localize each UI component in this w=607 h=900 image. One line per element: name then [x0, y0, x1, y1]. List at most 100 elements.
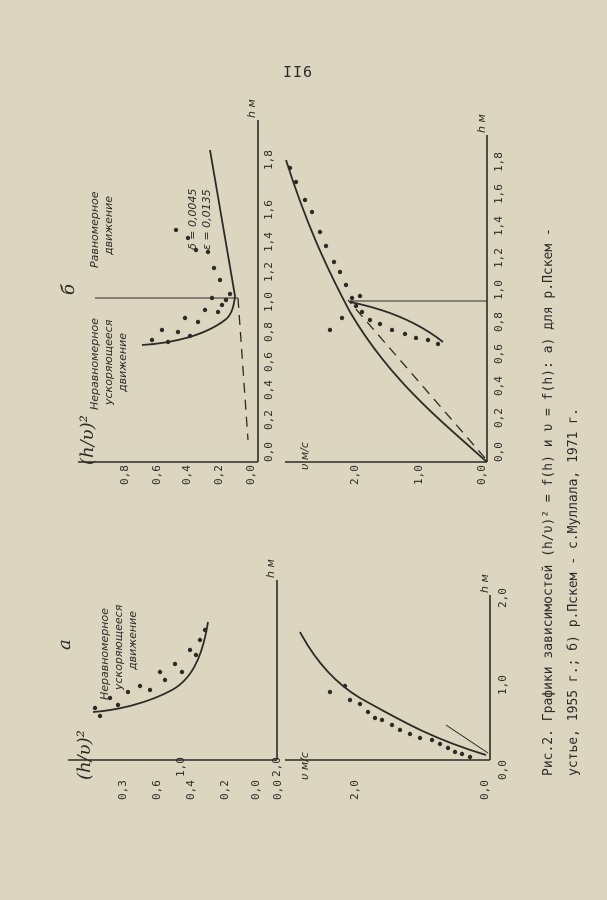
tick-b-top-y-0-4: 0,4	[180, 465, 193, 485]
tick-b-top-h-1-8: 1,8	[262, 150, 275, 170]
v-axis-label-b-bottom: υ м/с	[298, 442, 311, 470]
regime-note-a-line-1: Неравномерное	[98, 608, 111, 700]
panel-a-bottom-point	[445, 745, 451, 751]
tick-a-top-h-2-0: 2,0	[270, 757, 283, 777]
panel-b-top-points	[149, 227, 233, 345]
panel-a-letter: а	[54, 639, 75, 650]
panel-a-top-point	[157, 669, 163, 675]
tick-a-top-y-0-6: 0,6	[150, 780, 163, 800]
panel-b-top-point	[223, 297, 229, 303]
panel-b-top-point	[175, 329, 181, 335]
panel-a-bottom-fit-line	[445, 724, 489, 754]
tick-b-bot-h-0-6: 0,6	[492, 344, 505, 364]
panel-b-bottom-point	[309, 209, 315, 215]
figure-caption-line-1: Рис.2. Графики зависимостей (h/υ)² = f(h…	[541, 228, 556, 776]
panel-a-bottom-point	[379, 717, 385, 723]
tick-a-top-h-0-0: 0,0	[271, 780, 284, 800]
panel-b-top-point	[215, 309, 221, 315]
regime-note-a-line-3: движение	[126, 611, 139, 671]
panel-a-top-point	[197, 637, 203, 643]
panel-b-top-point	[159, 327, 165, 333]
panel-b-top-point	[185, 235, 191, 241]
panel-a-top-point	[115, 702, 121, 708]
figure-caption-line-2: устье, 1955 г.; б) р.Пскем - с.Муллала, …	[566, 408, 581, 776]
panel-a-bottom-point	[437, 741, 443, 747]
panel-a-bottom-point	[397, 727, 403, 733]
panel-b-bottom-point	[353, 303, 359, 309]
tick-b-bot-h-0-2: 0,2	[492, 408, 505, 428]
panel-b-bottom-point	[435, 341, 441, 347]
v-axis-label-a-bottom: υ м/с	[298, 752, 311, 780]
panel-a-bottom-point	[347, 697, 353, 703]
tick-b-top-y-0-8: 0,8	[118, 465, 131, 485]
tick-b-bot-h-0-8: 0,8	[492, 312, 505, 332]
h-axis-label-a-bottom: h м	[478, 574, 491, 593]
panel-b-bottom-dashed-line	[347, 299, 486, 459]
regime-note-b-left-3: движение	[116, 333, 129, 393]
tick-b-bot-h-0-0: 0,0	[492, 442, 505, 462]
tick-b-bot-h-1-4: 1,4	[492, 216, 505, 236]
tick-a-top-y-0-2: 0,2	[218, 780, 231, 800]
h-axis-label-b-top: h м	[245, 99, 258, 118]
panel-a-top-points	[92, 627, 208, 719]
tick-b-top-y-0-0: 0,0	[244, 465, 257, 485]
panel-b-bottom-plot: 0,0 0,2 0,4 0,6 0,8 1,0 1,2 1,4 1,6 1,8 …	[285, 114, 505, 485]
tick-b-bot-h-0-4: 0,4	[492, 376, 505, 396]
tick-b-top-h-0-0: 0,0	[262, 442, 275, 462]
panel-b-top-point	[227, 291, 233, 297]
panel-b-bottom-point	[323, 243, 329, 249]
tick-b-bot-h-1-2: 1,2	[492, 248, 505, 268]
tick-b-bot-v-1-0: 1,0	[412, 465, 425, 485]
panel-a-bottom-curve	[299, 631, 487, 756]
panel-a-bottom-point	[357, 701, 363, 707]
panel-b-bottom-point	[367, 317, 373, 323]
panel-a-top-curve	[92, 621, 209, 713]
panel-b-bottom-point	[425, 337, 431, 343]
tick-b-top-h-1-4: 1,4	[262, 232, 275, 252]
panel-a-top-plot: 1,0 2,0 0,0 0,0 0,2 0,4 0,6 0,3 h м (h/υ…	[54, 559, 284, 800]
panel-b-top-plot: 0,0 0,2 0,4 0,6 0,8 1,0 1,2 1,4 1,6 1,8 …	[58, 99, 275, 485]
tick-b-bot-v-2-0: 2,0	[348, 465, 361, 485]
panel-a-bottom-point	[327, 689, 333, 695]
panel-a-bottom-point	[467, 754, 473, 760]
panel-b-bottom-point	[343, 282, 349, 288]
panel-a-bottom-point	[365, 709, 371, 715]
panel-b-top-point	[209, 295, 215, 301]
panel-b-top-point	[187, 333, 193, 339]
panel-b-bottom-point	[302, 197, 308, 203]
y-axis-label-b-top: (h/υ)²	[77, 415, 98, 465]
y-axis-label-a-top: (h/υ)²	[74, 730, 95, 780]
panel-b-top-point	[195, 319, 201, 325]
panel-a-top-point	[107, 695, 113, 701]
panel-a-top-point	[193, 652, 199, 658]
panel-b-bottom-point	[293, 179, 299, 185]
panel-b-top-point	[205, 249, 211, 255]
tick-b-top-h-1-0: 1,0	[262, 292, 275, 312]
tick-b-bot-h-1-6: 1,6	[492, 184, 505, 204]
panel-b-top-point	[219, 302, 225, 308]
param-delta: δ = 0,0045	[186, 189, 199, 250]
panel-b-bottom-point	[287, 165, 293, 171]
panel-b-bottom-point	[339, 315, 345, 321]
panel-b-bottom-point	[349, 295, 355, 301]
tick-b-top-h-0-2: 0,2	[262, 410, 275, 430]
panel-a-top-point	[187, 647, 193, 653]
tick-b-bot-h-1-0: 1,0	[492, 280, 505, 300]
panel-b-bottom-point	[317, 229, 323, 235]
tick-a-bot-v-2-0: 2,0	[348, 780, 361, 800]
tick-b-top-h-0-6: 0,6	[262, 352, 275, 372]
panel-a-bottom-plot: 0,0 1,0 2,0 0,0 2,0 h м υ м/с	[285, 574, 509, 800]
tick-a-bot-h-1-0: 1,0	[496, 675, 509, 695]
tick-b-top-h-0-4: 0,4	[262, 380, 275, 400]
page-number: II6	[283, 63, 314, 81]
panel-b-bottom-point	[359, 309, 365, 315]
panel-a-top-point	[147, 687, 153, 693]
panel-a-top-point	[179, 669, 185, 675]
panel-b-bottom-point	[357, 293, 363, 299]
panel-a-bottom-point	[407, 731, 413, 737]
tick-a-bot-h-0-0: 0,0	[496, 760, 509, 780]
h-axis-label-a-top: h м	[264, 559, 277, 578]
panel-a-top-point	[125, 689, 131, 695]
tick-b-top-h-1-6: 1,6	[262, 200, 275, 220]
